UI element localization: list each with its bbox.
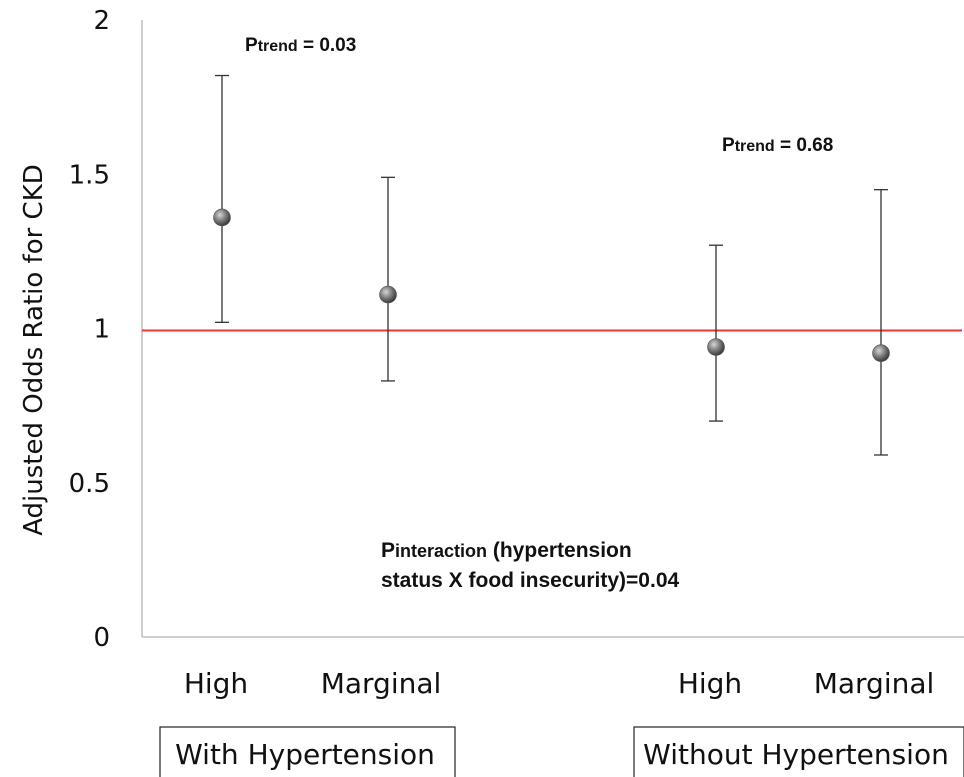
annotation-pinteraction-text: (hypertension	[487, 539, 632, 562]
error-bar-1	[381, 176, 395, 382]
annotation-ptrend-without: Ptrend = 0.68	[722, 135, 833, 156]
annotation-ptrend-with-sub: trend	[258, 38, 298, 55]
annotation-pinteraction-p: P	[381, 539, 395, 562]
y-tick-label-0: 0	[93, 623, 110, 653]
annotation-pinteraction: Pinteraction (hypertension	[381, 539, 632, 562]
error-bar-0	[215, 74, 229, 323]
annotation-ptrend-with: Ptrend = 0.03	[245, 35, 356, 56]
group-label-without-hypertension: Without Hypertension	[643, 738, 949, 771]
y-axis-title: Adjusted Odds Ratio for CKD	[19, 164, 49, 536]
x-category-label-2: High	[678, 667, 742, 700]
data-point-0	[213, 208, 231, 227]
annotation-pinteraction-line2: status X food insecurity)=0.04	[381, 569, 679, 592]
y-tick-label-4: 2	[93, 6, 110, 36]
data-point-3	[872, 344, 890, 362]
x-category-label-3: Marginal	[814, 667, 935, 700]
y-tick-label-3: 1.5	[69, 160, 110, 190]
group-box-with-hypertension	[159, 726, 456, 777]
annotation-ptrend-without-p: P	[722, 135, 735, 156]
y-tick-label-2: 1	[93, 315, 110, 345]
error-bar-2	[709, 244, 723, 422]
x-category-label-0: High	[184, 667, 248, 700]
group-box-without-hypertension	[633, 726, 964, 777]
data-point-2	[707, 338, 725, 356]
error-bar-3	[874, 189, 888, 456]
annotation-ptrend-without-sub: trend	[735, 138, 775, 155]
annotation-pinteraction-sub: interaction	[395, 541, 487, 561]
annotation-ptrend-with-value: = 0.03	[298, 35, 357, 56]
annotation-ptrend-without-value: = 0.68	[775, 135, 834, 156]
y-tick-label-1: 0.5	[69, 469, 110, 499]
data-point-1	[379, 285, 397, 304]
x-category-label-1: Marginal	[321, 667, 442, 700]
group-label-with-hypertension: With Hypertension	[175, 738, 435, 771]
annotation-ptrend-with-p: P	[245, 35, 258, 56]
